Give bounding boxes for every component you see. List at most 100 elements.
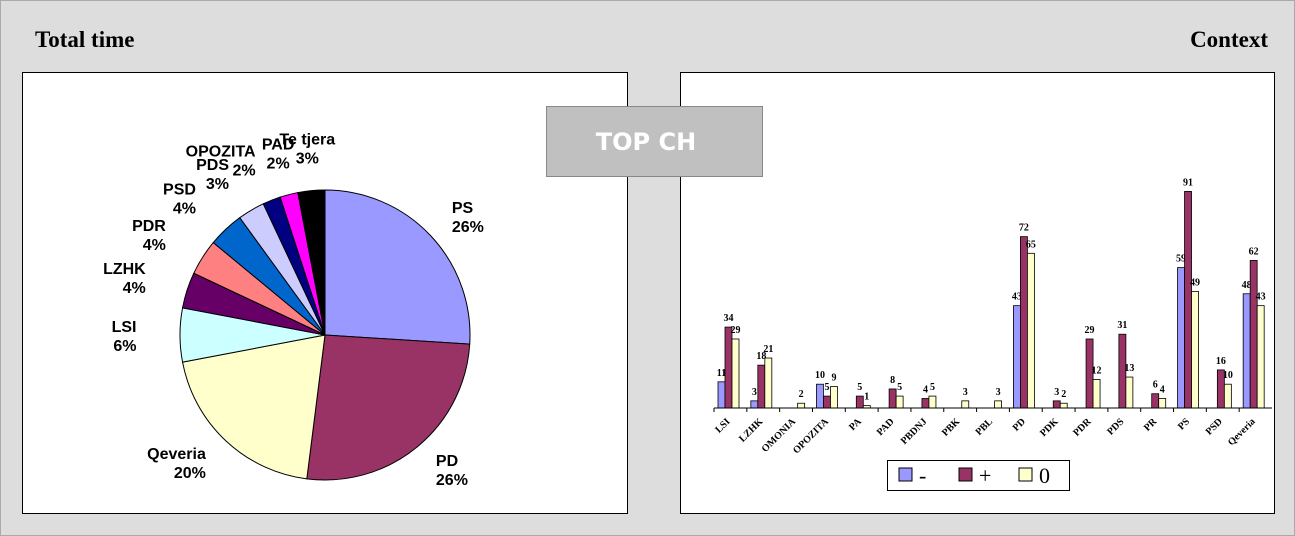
pie-label: Qeveria xyxy=(147,446,206,463)
bar-value-label: 2 xyxy=(1061,389,1066,400)
pie-value-label: 2% xyxy=(267,155,290,172)
pie-label: PD xyxy=(436,453,458,470)
bar-value-label: 16 xyxy=(1216,356,1226,367)
bar xyxy=(757,364,766,409)
bar xyxy=(1242,293,1251,409)
pie-value-label: 4% xyxy=(173,201,196,218)
pie-label: PAD xyxy=(262,136,295,153)
bar xyxy=(888,388,897,409)
legend-swatch xyxy=(1018,467,1033,482)
bar-value-label: 3 xyxy=(752,387,757,398)
bar xyxy=(1191,290,1199,409)
bar xyxy=(1027,252,1035,409)
bar-value-label: 59 xyxy=(1176,254,1186,265)
bar xyxy=(1249,260,1258,409)
pie-slice xyxy=(324,189,471,345)
bar xyxy=(764,357,773,409)
bar xyxy=(1151,393,1160,409)
bar-value-label: 9 xyxy=(831,373,836,384)
pie-label: Te tjera xyxy=(279,131,335,148)
bar xyxy=(1013,305,1021,409)
bar-value-label: 29 xyxy=(731,325,741,336)
pie-value-label: 3% xyxy=(206,176,229,193)
bar-value-label: 8 xyxy=(890,375,895,386)
bar-value-label: 49 xyxy=(1190,277,1200,288)
pie-value-label: 26% xyxy=(452,219,484,236)
left-heading: Total time xyxy=(35,27,134,52)
bar-value-label: 5 xyxy=(824,382,829,393)
pie-label: PSD xyxy=(163,182,196,199)
pie-label: LSI xyxy=(112,319,137,336)
pie-chart: PS 26% PD 26% Qeveria 20% LSI 6% LZHK 4% PDR 4% PSD 4… xyxy=(103,131,484,489)
bar-value-label: 43 xyxy=(1012,292,1022,303)
pie-value-label: 20% xyxy=(174,465,206,482)
badge-label[interactable]: TOP CH xyxy=(596,128,696,156)
pie-value-label: 2% xyxy=(232,163,255,180)
pie-slice xyxy=(181,334,326,480)
bar-value-label: 3 xyxy=(1054,387,1059,398)
bar-value-label: 18 xyxy=(756,351,766,362)
bar xyxy=(1125,376,1134,409)
bar xyxy=(895,395,904,409)
pie-label: PDR xyxy=(132,218,166,235)
bar-value-label: 4 xyxy=(923,384,928,395)
bar-value-label: 10 xyxy=(815,370,825,381)
bar xyxy=(855,395,864,409)
legend-label: 0 xyxy=(1039,463,1050,488)
pie-label: LZHK xyxy=(103,261,146,278)
bar xyxy=(928,395,937,409)
bar-value-label: 12 xyxy=(1092,365,1102,376)
pie-value-label: 6% xyxy=(113,338,136,355)
bar-value-label: 1 xyxy=(864,392,869,403)
bar xyxy=(1052,400,1061,409)
bar xyxy=(797,402,806,409)
bar-value-label: 13 xyxy=(1124,363,1134,374)
legend-label: + xyxy=(979,463,991,488)
pie-value-label: 4% xyxy=(143,237,166,254)
bar xyxy=(1223,383,1232,409)
pie-label: OPOZITA xyxy=(186,144,256,161)
pie-label: PS xyxy=(452,200,474,217)
legend-label: - xyxy=(919,463,926,488)
bar-value-label: 3 xyxy=(996,387,1001,398)
bar-value-label: 5 xyxy=(930,382,935,393)
bar-value-label: 21 xyxy=(763,344,773,355)
bar xyxy=(1184,191,1192,409)
bar-value-label: 34 xyxy=(724,313,734,324)
bar-value-label: 5 xyxy=(897,382,902,393)
bar xyxy=(1158,398,1167,409)
bar-value-label: 2 xyxy=(799,389,804,400)
bar xyxy=(750,400,759,409)
legend-box xyxy=(887,460,1070,491)
pie-slice xyxy=(297,189,326,336)
bar xyxy=(1020,236,1028,409)
bar-value-label: 11 xyxy=(717,368,726,379)
bar-value-label: 29 xyxy=(1085,325,1095,336)
legend-swatch xyxy=(958,467,973,482)
bar xyxy=(921,398,930,409)
bar xyxy=(961,400,970,409)
pie-label: PDS xyxy=(196,157,229,174)
bar xyxy=(816,383,824,409)
bar-value-label: 65 xyxy=(1026,239,1036,250)
bar-value-label: 43 xyxy=(1256,292,1266,303)
pie-value-label: 26% xyxy=(436,472,468,489)
bar-value-label: 62 xyxy=(1249,246,1259,257)
bar xyxy=(724,326,733,409)
bar-value-label: 48 xyxy=(1242,280,1252,291)
bar-value-label: 72 xyxy=(1019,223,1029,234)
right-heading: Context xyxy=(1190,27,1268,52)
bar-chart: 113429LSI31821LZHK2OMONIA1059OPOZITA51PA… xyxy=(713,177,1272,491)
pie-value-label: 3% xyxy=(296,150,319,167)
bar-value-label: 4 xyxy=(1160,384,1165,395)
bar-value-label: 10 xyxy=(1223,370,1233,381)
legend-swatch xyxy=(898,467,913,482)
bar xyxy=(830,386,838,409)
badge[interactable] xyxy=(546,106,763,177)
bar xyxy=(731,338,740,409)
bar xyxy=(1177,267,1185,409)
bar xyxy=(1092,379,1101,409)
pie-value-label: 4% xyxy=(123,280,146,297)
bar xyxy=(1059,402,1068,409)
